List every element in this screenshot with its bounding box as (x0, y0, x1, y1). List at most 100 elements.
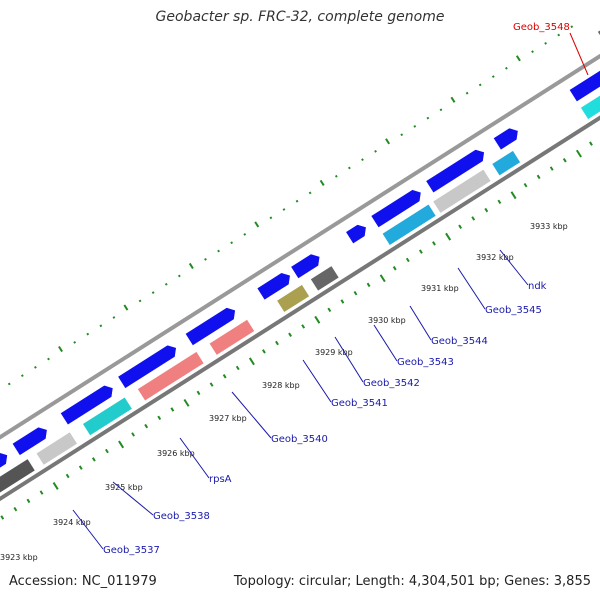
inner-tick (248, 357, 255, 366)
outer-tick (230, 241, 234, 245)
gene-block (290, 253, 321, 280)
outer-tick (400, 133, 404, 137)
outer-tick (20, 374, 24, 378)
label-leader (231, 391, 272, 439)
outer-tick (557, 33, 561, 37)
inner-tick (157, 415, 162, 421)
label-leader (569, 32, 589, 76)
inner-tick (340, 299, 345, 304)
inner-tick (105, 448, 109, 454)
inner-tick (65, 473, 70, 479)
kbp-label: 3927 kbp (209, 414, 247, 423)
inner-tick (445, 232, 452, 241)
outer-tick (319, 179, 325, 186)
backbone-line (0, 115, 600, 502)
outer-tick (254, 221, 260, 228)
gene-block (276, 284, 310, 313)
outer-tick (478, 83, 482, 87)
outer-tick (439, 108, 443, 112)
gene-block (432, 168, 492, 214)
gene-block (370, 189, 422, 229)
gene-label: Geob_3544 (431, 336, 488, 347)
inner-tick (562, 158, 567, 163)
outer-tick (282, 208, 286, 211)
gene-label: Geob_3542 (363, 378, 420, 389)
inner-tick (314, 315, 321, 324)
label-leader (499, 249, 529, 286)
genome-backbone (0, 53, 600, 502)
gene-block (59, 384, 114, 426)
outer-tick (295, 199, 299, 203)
kbp-label: 3925 kbp (105, 483, 143, 492)
inner-tick (196, 390, 201, 396)
genome-summary: Topology: circular; Length: 4,304,501 bp… (233, 574, 591, 589)
label-leader (302, 359, 332, 403)
outer-tick (426, 116, 430, 120)
outer-tick (450, 96, 456, 103)
gene-block (381, 203, 437, 246)
outer-tick (112, 316, 116, 319)
inner-tick (235, 365, 240, 371)
outer-tick (204, 257, 207, 261)
outer-tick (123, 304, 129, 311)
inner-tick (549, 166, 554, 171)
kbp-labels: 3923 kbp 3924 kbp 3925 kbp 3926 kbp 3927 kbp… (0, 222, 568, 562)
inner-tick (275, 340, 279, 346)
inner-tick (392, 266, 397, 271)
gene-block (0, 452, 8, 469)
inner-tick-ring (0, 141, 593, 520)
inner-tick (510, 191, 517, 200)
label-leader (373, 324, 398, 362)
kbp-label: 3928 kbp (262, 381, 300, 390)
kbp-label: 3933 kbp (530, 222, 568, 231)
inner-tick (589, 141, 593, 146)
inner-tick (26, 498, 31, 504)
outer-tick (217, 249, 220, 253)
gene-block (491, 150, 521, 177)
gene-labels: Geob_3537 Geob_3538 rpsA Geob_3540 Geob_3541… (72, 22, 589, 556)
outer-tick (73, 341, 77, 344)
label-leader (179, 437, 210, 479)
inner-tick (288, 332, 292, 337)
gene-label: Geob_3540 (271, 434, 328, 445)
outer-tick (164, 282, 168, 286)
gene-block (184, 307, 236, 347)
gene-block (0, 458, 36, 494)
gene-block (568, 70, 600, 103)
inner-tick (484, 207, 489, 213)
outer-tick (138, 299, 142, 303)
kbp-label: 3923 kbp (0, 553, 38, 562)
gene-tracks (0, 29, 600, 494)
inner-tick (405, 257, 410, 263)
gene-label: Geob_3537 (103, 545, 160, 556)
outer-tick (334, 174, 338, 178)
inner-tick (170, 407, 175, 412)
gene-block (208, 318, 256, 356)
label-leader (112, 481, 154, 516)
outer-tick (47, 357, 50, 361)
outer-tick (413, 125, 417, 128)
gene-block (492, 127, 519, 151)
inner-tick (471, 216, 476, 221)
outer-tick (385, 138, 391, 145)
inner-tick (13, 506, 18, 512)
inner-tick (523, 182, 528, 188)
outer-tick (531, 50, 534, 54)
backbone-line (0, 53, 600, 440)
outer-tick (348, 166, 351, 170)
outer-tick (188, 262, 194, 270)
gene-block (580, 94, 600, 120)
outer-tick (58, 345, 63, 353)
inner-tick (39, 490, 44, 495)
outer-tick (308, 191, 312, 195)
gene-block (82, 396, 133, 437)
kbp-label: 3930 kbp (368, 316, 406, 325)
kbp-label: 3924 kbp (53, 518, 91, 527)
outer-tick (515, 55, 521, 62)
gene-label: Geob_3543 (397, 357, 454, 368)
inner-tick (379, 274, 386, 283)
gene-label: Geob_3538 (153, 511, 210, 522)
outer-tick (99, 324, 103, 328)
inner-tick (0, 515, 5, 520)
